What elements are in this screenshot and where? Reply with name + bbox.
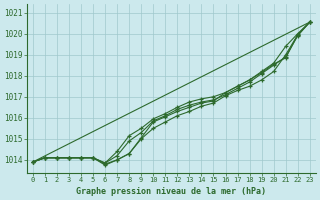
X-axis label: Graphe pression niveau de la mer (hPa): Graphe pression niveau de la mer (hPa)	[76, 187, 266, 196]
